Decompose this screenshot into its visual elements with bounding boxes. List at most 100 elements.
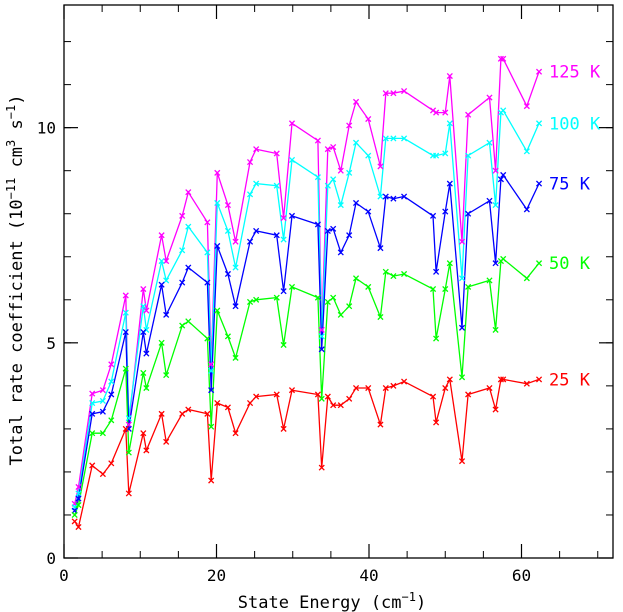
data-point-100k — [330, 176, 337, 183]
data-point-25k — [253, 393, 260, 400]
data-point-75k — [486, 197, 493, 204]
data-point-50k — [71, 511, 78, 519]
data-point-100k — [500, 107, 507, 114]
data-point-25k — [214, 400, 221, 407]
data-point-75k — [273, 232, 280, 239]
data-point-50k — [492, 326, 499, 333]
data-point-50k — [108, 417, 115, 424]
data-point-50k — [352, 275, 360, 282]
series-line-75k — [74, 173, 540, 511]
data-point-50k — [185, 318, 192, 325]
data-point-100k — [324, 182, 331, 189]
data-point-100k — [224, 227, 231, 234]
data-point-50k — [486, 277, 493, 284]
data-point-25k — [337, 402, 344, 409]
data-point-125k — [318, 326, 325, 333]
y-axis-label: Total rate coefficient (10−11 cm3 s−1) — [4, 95, 27, 466]
data-point-125k — [122, 292, 129, 299]
data-point-125k — [465, 111, 472, 118]
data-point-50k — [214, 307, 221, 314]
data-point-100k — [318, 333, 325, 340]
data-point-25k — [89, 462, 96, 469]
data-point-25k — [486, 384, 493, 392]
x-axis-label: State Energy (cm−1) — [238, 590, 426, 612]
data-point-50k — [377, 313, 384, 321]
data-point-100k — [535, 120, 543, 127]
data-point-25k — [280, 425, 287, 432]
data-point-25k — [99, 471, 106, 478]
data-point-100k — [492, 202, 499, 209]
data-point-75k — [330, 225, 337, 232]
y-tick-label: 10 — [37, 119, 56, 138]
data-point-100k — [352, 139, 360, 146]
plot-frame — [63, 4, 614, 559]
data-point-125k — [158, 232, 165, 239]
data-point-25k — [125, 490, 132, 497]
data-point-125k — [337, 167, 344, 174]
series-label-75k: 75 K — [549, 175, 591, 195]
data-point-50k — [523, 275, 530, 282]
data-point-25k — [377, 421, 384, 428]
data-point-125k — [346, 122, 353, 129]
data-point-125k — [253, 146, 260, 153]
data-point-50k — [89, 430, 96, 437]
data-point-75k — [232, 303, 239, 310]
data-point-50k — [273, 294, 280, 301]
data-point-50k — [324, 298, 331, 306]
data-point-50k — [390, 273, 397, 280]
data-point-100k — [253, 180, 260, 187]
data-point-25k — [390, 382, 397, 389]
data-point-125k — [108, 361, 115, 368]
data-point-25k — [365, 384, 372, 392]
series-lines — [74, 58, 540, 529]
data-point-75k — [89, 410, 96, 417]
data-point-50k — [280, 341, 287, 349]
data-point-50k — [224, 333, 231, 340]
minor-ticks — [63, 5, 613, 559]
data-point-25k — [143, 447, 150, 454]
data-point-75k — [523, 206, 530, 213]
data-point-100k — [433, 152, 440, 159]
data-point-25k — [163, 438, 170, 445]
data-point-50k — [232, 354, 239, 361]
data-point-75k — [75, 495, 82, 502]
x-tick-label: 20 — [207, 566, 226, 585]
data-point-25k — [318, 464, 325, 471]
data-point-25k — [108, 460, 115, 467]
data-point-25k — [401, 378, 408, 385]
data-point-25k — [179, 410, 186, 417]
data-point-50k — [158, 339, 165, 346]
data-point-125k — [89, 390, 96, 397]
data-point-125k — [314, 137, 321, 144]
data-point-100k — [179, 247, 186, 254]
data-point-125k — [204, 219, 211, 226]
data-point-100k — [401, 135, 408, 142]
data-point-75k — [253, 227, 260, 234]
data-point-100k — [246, 191, 254, 198]
data-point-100k — [288, 156, 296, 163]
data-point-75k — [446, 180, 453, 187]
series-label-25k: 25 K — [549, 370, 591, 390]
data-point-50k — [125, 449, 132, 456]
data-point-125k — [330, 143, 337, 151]
data-point-125k — [75, 483, 82, 491]
data-point-100k — [185, 223, 192, 230]
series-label-125k: 125 K — [549, 63, 601, 83]
data-point-100k — [273, 182, 280, 189]
data-point-25k — [442, 384, 449, 392]
data-point-25k — [75, 523, 82, 531]
data-point-75k — [458, 324, 466, 331]
data-point-100k — [280, 236, 287, 243]
data-point-75k — [158, 281, 165, 288]
data-point-50k — [433, 335, 440, 342]
data-point-25k — [273, 391, 280, 398]
data-point-125k — [535, 68, 543, 75]
data-point-100k — [99, 397, 106, 404]
data-point-75k — [535, 180, 543, 187]
data-point-125k — [500, 55, 507, 62]
data-point-100k — [458, 275, 466, 282]
data-point-75k — [143, 350, 150, 357]
data-point-25k — [314, 391, 321, 398]
data-point-100k — [140, 303, 147, 310]
data-point-75k — [401, 193, 408, 200]
